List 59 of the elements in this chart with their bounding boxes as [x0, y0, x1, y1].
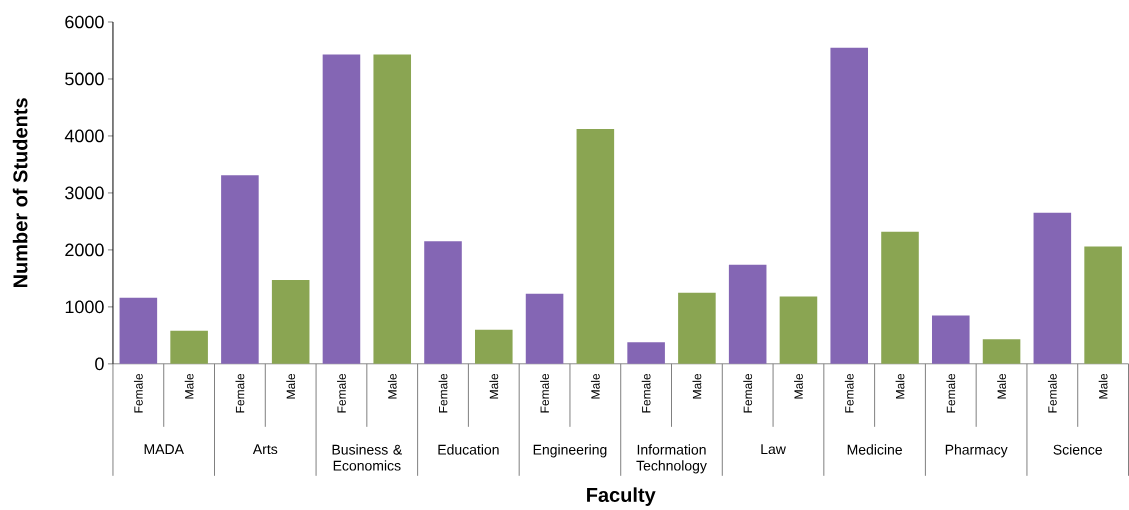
text: Male	[387, 374, 397, 399]
x-tick-label: Engineering	[533, 444, 607, 458]
y-tick-label: 5000	[65, 72, 104, 86]
text: Female	[1047, 374, 1057, 413]
x-axis-title: Faculty	[587, 487, 656, 507]
bar	[1084, 246, 1122, 364]
x-tick-label: Medicine	[847, 444, 902, 455]
text: Male	[794, 374, 803, 399]
text: Male	[286, 374, 296, 399]
text: Female	[438, 374, 448, 413]
text: Male	[997, 374, 1006, 399]
text: Female	[844, 374, 854, 413]
bar	[830, 47, 869, 364]
x-tick-label: Pharmacy	[945, 444, 1008, 458]
y-tick-label: 2000	[65, 243, 104, 257]
y-axis-title: Number of Students	[12, 98, 28, 288]
text: Male	[590, 374, 600, 399]
bar	[271, 280, 310, 364]
bar	[170, 330, 208, 364]
bar	[221, 175, 259, 364]
x-tick-label: Education	[438, 444, 499, 455]
y-tick-label: 1000	[65, 300, 104, 314]
x-tick-label: Business & Economics	[332, 444, 403, 471]
y-tick-label: 0	[95, 357, 104, 371]
bar	[982, 339, 1021, 364]
text: Male	[895, 374, 905, 399]
x-tick-label: Science	[1053, 444, 1102, 455]
bar	[1033, 212, 1072, 364]
bar	[525, 293, 564, 364]
text: Female	[337, 374, 346, 413]
y-tick-label: 6000	[65, 15, 104, 29]
x-tick-label: Information Technology	[636, 444, 707, 474]
text: Male	[184, 374, 194, 399]
y-tick-label: 3000	[65, 186, 104, 200]
bar	[373, 54, 412, 364]
x-tick-label: MADA	[144, 444, 184, 455]
bar	[728, 264, 767, 364]
bar	[678, 292, 716, 364]
bar	[881, 231, 919, 364]
text: Female	[540, 374, 549, 413]
x-tick-label: Arts	[252, 444, 278, 455]
text: Male	[692, 374, 702, 399]
bar	[576, 129, 615, 364]
y-tick-label: 4000	[64, 129, 104, 143]
text: Female	[133, 374, 143, 413]
text: Female	[235, 374, 245, 413]
bar	[322, 54, 361, 364]
bar	[627, 342, 665, 364]
text: Female	[946, 374, 956, 413]
text: Male	[1098, 374, 1108, 399]
bar	[779, 296, 818, 364]
bar	[931, 315, 970, 364]
text: Male	[489, 374, 499, 399]
bar	[119, 297, 158, 364]
text: Female	[641, 374, 651, 413]
x-tick-label: Law	[761, 444, 786, 455]
bar	[424, 241, 462, 364]
bar	[475, 329, 513, 364]
text: Female	[743, 374, 753, 413]
